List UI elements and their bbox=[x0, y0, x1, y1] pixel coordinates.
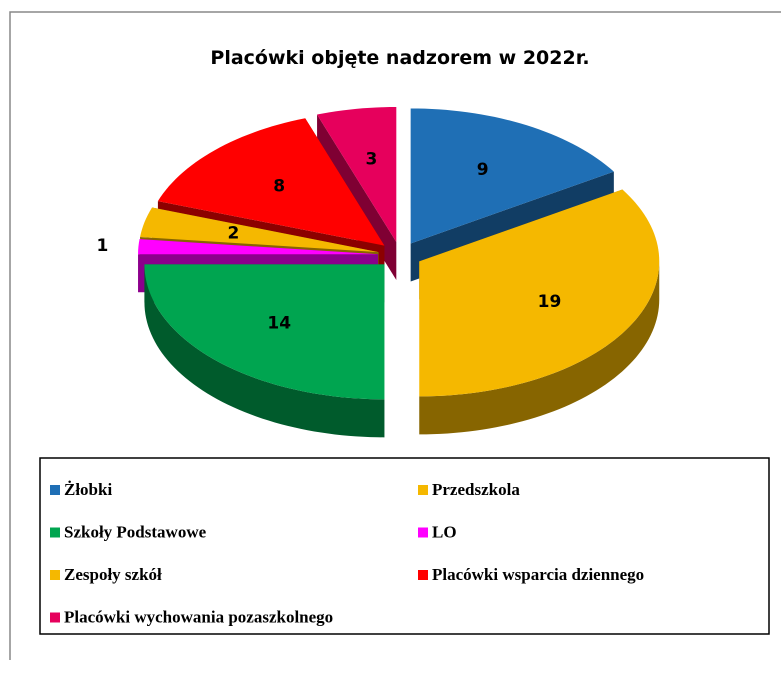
legend-label: Placówki wychowania pozaszkolnego bbox=[64, 607, 333, 626]
legend-swatch bbox=[418, 527, 428, 538]
slice bbox=[140, 207, 379, 253]
legend-swatch bbox=[50, 570, 60, 580]
data-label: 14 bbox=[267, 314, 291, 334]
slice-side bbox=[419, 261, 660, 435]
data-label: 3 bbox=[365, 149, 377, 169]
legend-label: Szkoły Podstawowe bbox=[64, 522, 207, 541]
legend-swatch bbox=[50, 485, 60, 495]
data-label: 8 bbox=[273, 176, 285, 196]
legend-label: Żłobki bbox=[64, 480, 112, 499]
slice bbox=[144, 264, 385, 400]
legend-swatch bbox=[50, 612, 60, 623]
slice bbox=[410, 108, 614, 244]
chart-frame bbox=[9, 11, 781, 660]
legend-swatch bbox=[418, 485, 428, 495]
slice bbox=[157, 118, 385, 246]
legend-label: Placówki wsparcia dziennego bbox=[432, 565, 644, 584]
slice-side bbox=[144, 264, 385, 438]
chart-title: Placówki objęte nadzorem w 2022r. bbox=[210, 47, 589, 69]
pie: 9 19 14 1 2 8 3 bbox=[97, 106, 660, 438]
legend-label: LO bbox=[432, 522, 457, 541]
slice bbox=[419, 189, 660, 397]
slice bbox=[317, 106, 397, 242]
legend-label: Przedszkola bbox=[432, 480, 520, 499]
legend-label: Zespoły szkół bbox=[64, 565, 162, 584]
data-label: 9 bbox=[477, 160, 489, 180]
data-label: 1 bbox=[97, 236, 109, 256]
data-label: 2 bbox=[228, 223, 240, 243]
legend: Żłobki Przedszkola Szkoły Podstawowe LO Zesp… bbox=[50, 480, 644, 626]
legend-swatch bbox=[50, 527, 60, 538]
legend-swatch bbox=[418, 570, 428, 580]
slice bbox=[138, 239, 379, 255]
legend-box bbox=[39, 457, 770, 635]
data-label: 19 bbox=[538, 292, 562, 312]
